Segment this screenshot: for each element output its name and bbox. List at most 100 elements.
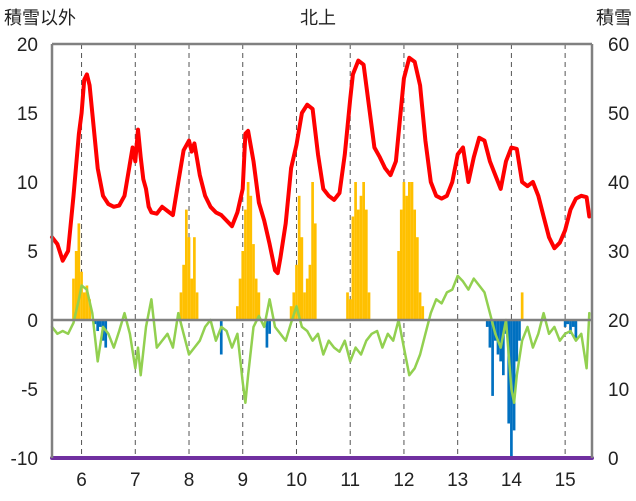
bar: [74, 251, 78, 320]
bar: [249, 195, 253, 320]
left-tick-label: 0: [27, 311, 38, 332]
bar: [80, 271, 83, 320]
bar: [574, 320, 578, 341]
bar: [252, 244, 255, 320]
bar: [99, 320, 102, 327]
bar: [364, 209, 368, 320]
bar: [571, 320, 575, 327]
bar: [300, 237, 304, 320]
bar: [485, 320, 489, 327]
x-tick-label: 7: [130, 470, 141, 491]
bar: [348, 299, 352, 320]
bar: [82, 292, 86, 320]
bar: [241, 251, 245, 320]
bar: [421, 306, 425, 320]
bar: [265, 320, 269, 348]
bar: [399, 209, 403, 320]
bar: [507, 320, 511, 424]
bar: [72, 278, 75, 320]
bar: [397, 251, 400, 320]
bar: [182, 264, 185, 320]
bar: [520, 292, 524, 320]
bar: [268, 320, 271, 334]
bar: [77, 223, 81, 320]
right-axis-label: 積雪: [596, 8, 632, 29]
bar: [179, 292, 183, 320]
bar: [219, 320, 223, 355]
bar: [362, 182, 365, 320]
bar: [187, 237, 191, 320]
x-tick-label: 14: [501, 470, 523, 491]
bar: [359, 195, 363, 320]
bar: [491, 320, 494, 396]
bar: [416, 237, 419, 320]
bar: [502, 320, 505, 376]
bar: [85, 285, 89, 320]
bar: [418, 292, 422, 320]
x-axis-ticks: 6 7 8 9 10 11 12 13 14 15: [76, 470, 575, 491]
bar: [515, 320, 519, 362]
bar: [405, 195, 408, 320]
x-tick-label: 9: [237, 470, 248, 491]
bar: [93, 320, 97, 325]
bar: [190, 278, 194, 320]
bar: [254, 278, 258, 320]
bar: [295, 264, 298, 320]
bar: [367, 292, 371, 320]
bar: [303, 292, 306, 320]
bar: [193, 237, 196, 320]
left-tick-label: -10: [11, 449, 38, 470]
bar: [566, 320, 570, 325]
bar: [346, 292, 349, 320]
bar: [313, 223, 317, 320]
bar: [246, 182, 250, 320]
bar: [238, 278, 242, 320]
bar: [512, 320, 516, 431]
right-tick-label: 0: [608, 449, 619, 470]
bar: [410, 182, 414, 320]
chart-title: 北上: [300, 8, 336, 29]
x-tick-label: 13: [447, 470, 468, 491]
bar: [289, 306, 293, 320]
left-tick-label: 10: [17, 173, 38, 194]
bar: [402, 182, 406, 320]
bar: [104, 320, 108, 348]
right-tick-label: 30: [608, 242, 629, 263]
x-tick-label: 10: [286, 470, 307, 491]
bar: [311, 182, 314, 320]
bar: [308, 264, 312, 320]
left-tick-label: -5: [21, 380, 38, 401]
bar: [195, 292, 199, 320]
left-tick-label: 5: [27, 242, 38, 263]
bar: [413, 209, 417, 320]
bar: [292, 292, 296, 320]
bar: [563, 320, 567, 327]
bar: [499, 320, 502, 362]
bar: [88, 299, 91, 320]
x-tick-label: 8: [184, 470, 195, 491]
x-tick-label: 15: [555, 470, 576, 491]
right-tick-label: 10: [608, 380, 629, 401]
x-tick-label: 12: [393, 470, 414, 491]
bar: [407, 182, 411, 320]
bar: [354, 182, 357, 320]
series-line: [50, 274, 591, 405]
bar: [351, 216, 355, 320]
bar: [244, 209, 247, 320]
left-tick-label: 20: [17, 35, 38, 56]
bar: [305, 278, 309, 320]
series-line: [50, 55, 592, 276]
right-tick-label: 20: [608, 311, 629, 332]
bar: [488, 320, 492, 348]
left-tick-label: 15: [17, 104, 38, 125]
right-axis-ticks: 60 50 40 30 20 10 0: [608, 35, 629, 470]
left-axis-label: 積雪以外: [4, 8, 76, 29]
right-tick-label: 60: [608, 35, 629, 56]
plot-frame: [50, 42, 594, 458]
bar: [518, 320, 521, 341]
x-tick-label: 6: [76, 470, 87, 491]
bar: [184, 209, 188, 320]
bar: [96, 320, 100, 332]
bar: [236, 306, 239, 320]
